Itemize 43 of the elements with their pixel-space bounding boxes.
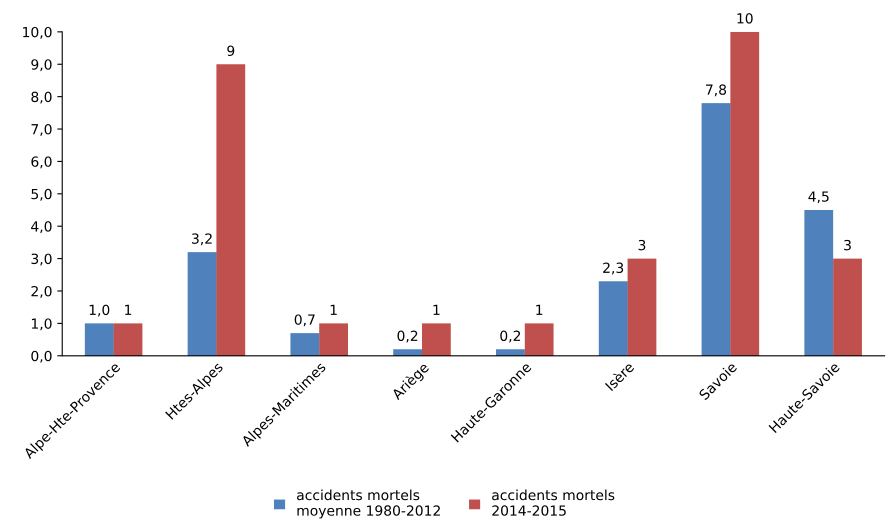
data-label: 3	[844, 240, 851, 250]
y-tick-label: 7,0	[32, 124, 52, 136]
y-tick-label: 0,0	[31, 350, 52, 363]
data-label: 1	[536, 304, 542, 315]
bar	[319, 323, 348, 356]
legend-label: accidents mortels moyenne 1980-2012	[297, 490, 440, 518]
bar	[422, 323, 451, 356]
data-label: 7,8	[706, 84, 726, 96]
bar	[216, 64, 246, 356]
data-label: 10	[737, 13, 753, 24]
y-tick-label: 2,0	[31, 286, 52, 298]
y-tick-label: 3,0	[31, 254, 52, 266]
bar	[702, 103, 730, 356]
y-tick-label: 9,0	[31, 59, 52, 72]
bar	[524, 323, 554, 356]
legend-label: accidents mortels 2014-2015	[492, 490, 614, 516]
bar	[114, 323, 142, 356]
y-tick-label: 5,0	[31, 188, 52, 201]
data-label: 1	[330, 304, 337, 315]
data-label: 1	[125, 304, 132, 315]
bar	[730, 32, 760, 356]
data-label: 9	[227, 46, 234, 56]
bar	[84, 323, 114, 356]
data-label: 1	[433, 304, 440, 315]
y-tick-label: 8,0	[31, 92, 52, 104]
y-tick-label: 10,0	[23, 26, 52, 39]
data-label: 0,7	[294, 314, 315, 326]
bar	[804, 210, 834, 356]
data-label: 2,3	[603, 262, 624, 274]
bar	[833, 258, 862, 356]
bar	[628, 258, 656, 356]
bar	[598, 281, 628, 356]
bar	[290, 333, 320, 356]
y-tick-label: 4,0	[31, 221, 52, 234]
bar	[188, 252, 216, 356]
data-label: 0,2	[397, 330, 418, 342]
data-label: 1,0	[90, 304, 110, 317]
data-label: 3,2	[192, 233, 212, 246]
data-label: 3	[638, 240, 646, 250]
data-label: 0,2	[500, 330, 520, 342]
y-tick-label: 1,0	[32, 318, 52, 330]
y-tick-label: 6,0	[31, 156, 52, 168]
data-label: 4,5	[808, 191, 829, 204]
